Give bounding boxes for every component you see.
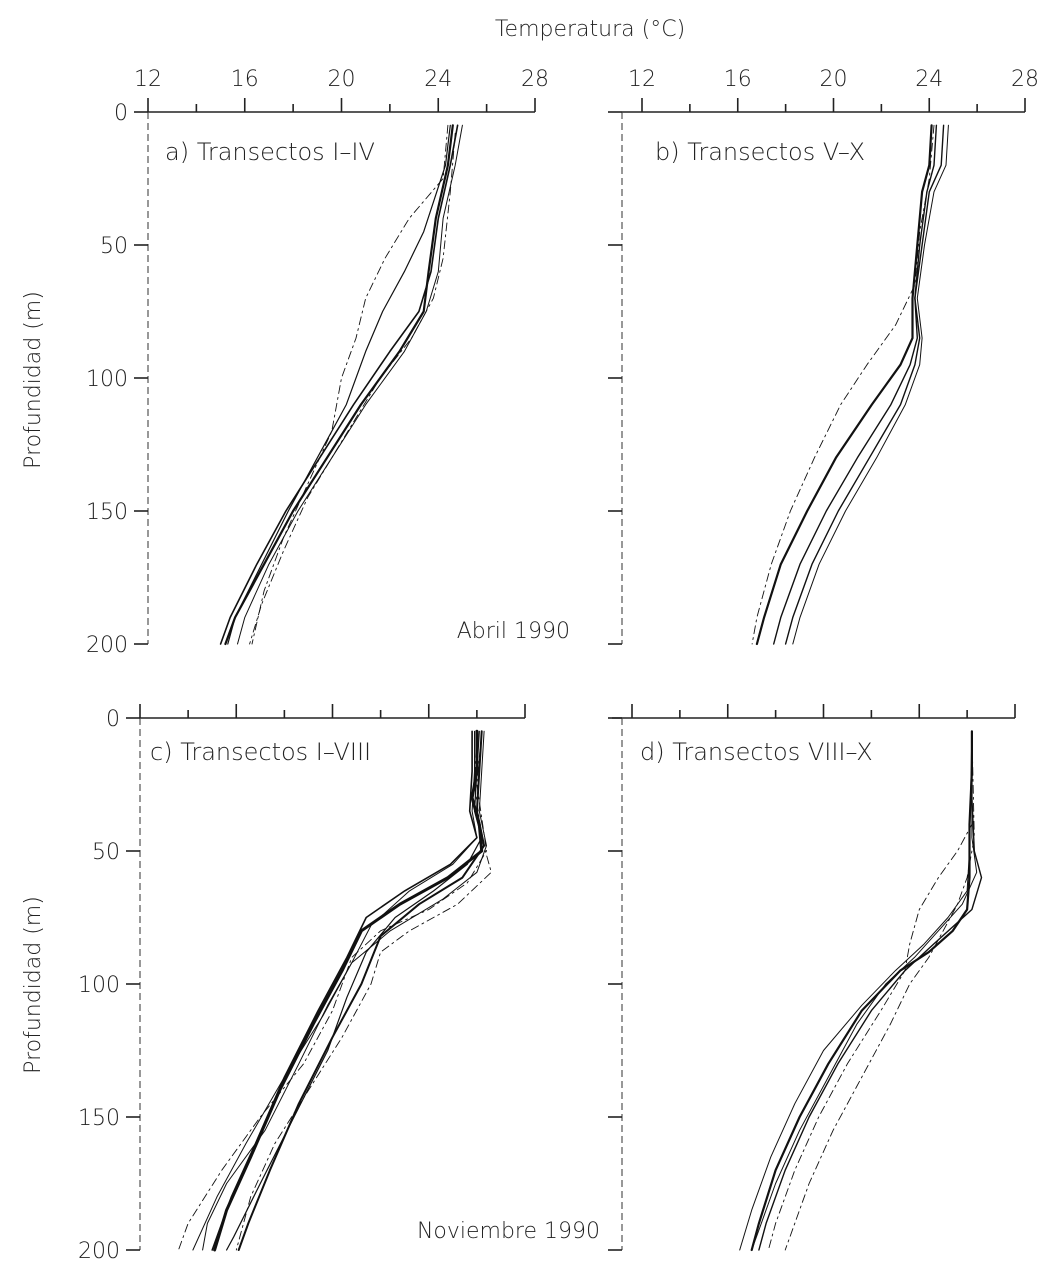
temperature-profile-line — [249, 132, 456, 645]
panel-title: c) Transectos I–VIII — [150, 738, 371, 766]
temperature-profile-line — [211, 730, 478, 1251]
y-tick-label: 100 — [78, 973, 120, 998]
temperature-profile-line — [784, 124, 945, 645]
temperature-profile-line — [767, 730, 973, 1251]
temperature-profile-line — [784, 730, 975, 1251]
x-tick-label: 24 — [424, 67, 452, 92]
y-tick-label: 200 — [86, 633, 128, 658]
x-tick-label: 20 — [820, 67, 848, 92]
y-tick-label: 200 — [78, 1239, 120, 1264]
temperature-profile-line — [237, 730, 486, 1251]
temperature-profile-line — [192, 730, 478, 1251]
y-axis-title-top: Profundidad (m) — [21, 291, 46, 469]
x-tick-label: 20 — [328, 67, 356, 92]
y-tick-label: 150 — [86, 500, 128, 525]
y-tick-label: 0 — [106, 707, 120, 732]
panel-a: 12 16 20 24 28 0 50 100 150 200 a) Transectos I–IV — [86, 67, 549, 658]
date-label-top: Abril 1990 — [457, 619, 570, 644]
temperature-profile-line — [755, 124, 933, 646]
temperature-profile-line — [235, 730, 492, 1251]
temperature-profile-line — [251, 124, 449, 645]
panel-b: 12 16 20 24 28 b) Transectos V–X — [608, 67, 1039, 646]
x-tick-label: 16 — [724, 67, 752, 92]
temperature-profile-line — [226, 730, 483, 1251]
y-tick-label: 100 — [86, 367, 128, 392]
y-tick-label: 0 — [114, 101, 128, 126]
panel-d: d) Transectos VIII–X — [608, 704, 1016, 1252]
y-axis-title-bottom: Profundidad (m) — [21, 896, 46, 1074]
temperature-profile-line — [219, 124, 459, 645]
temperature-profile-line — [227, 124, 451, 645]
temperature-profile-line — [237, 124, 463, 645]
x-axis-title: Temperatura (°C) — [495, 17, 685, 42]
temperature-profile-line — [751, 730, 978, 1251]
temperature-profile-line — [758, 730, 983, 1251]
y-tick-label: 50 — [100, 234, 128, 259]
temperature-profile-line — [213, 729, 484, 1252]
panel-title: a) Transectos I–IV — [165, 138, 375, 166]
x-tick-label: 16 — [231, 67, 259, 92]
panel-title: b) Transectos V–X — [655, 138, 865, 166]
x-tick-label: 12 — [628, 67, 656, 92]
panel-c: 0 50 100 150 200 c) Transectos I–VIII — [78, 704, 526, 1264]
temperature-profile-line — [224, 124, 454, 646]
temperature-profile-line — [751, 124, 935, 645]
temperature-profile-line — [178, 730, 487, 1251]
x-tick-label: 28 — [521, 67, 549, 92]
y-tick-label: 150 — [78, 1106, 120, 1131]
temperature-profile-line — [202, 730, 487, 1251]
x-tick-label: 24 — [915, 67, 943, 92]
x-tick-label: 28 — [1011, 67, 1039, 92]
y-tick-label: 50 — [92, 840, 120, 865]
date-label-bottom: Noviembre 1990 — [417, 1219, 600, 1244]
temperature-profile-line — [739, 730, 973, 1251]
panel-title: d) Transectos VIII–X — [640, 738, 873, 766]
x-tick-label: 12 — [134, 67, 162, 92]
temperature-profile-line — [792, 124, 949, 645]
